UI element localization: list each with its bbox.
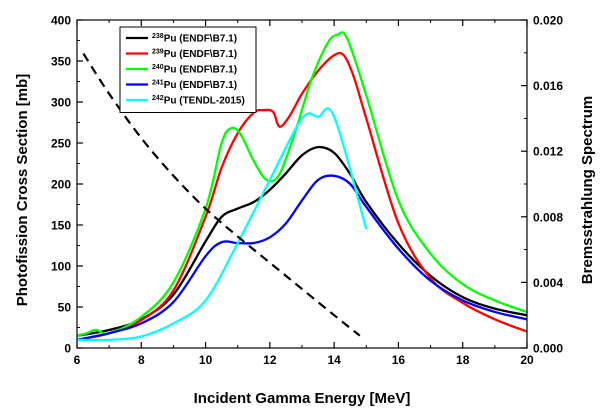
y-tick-label: 200 xyxy=(51,178,71,192)
legend-isotope-mass: 239 xyxy=(152,49,164,56)
legend-entry-pu241: 241Pu (ENDF\B7.1) xyxy=(152,80,237,92)
y-tick-label: 50 xyxy=(58,301,72,315)
y2-tick-label: 0.004 xyxy=(533,276,563,290)
x-axis-title: Incident Gamma Energy [MeV] xyxy=(194,390,411,407)
legend-label: Pu (ENDF\B7.1) xyxy=(164,49,237,60)
series-line-pu242 xyxy=(77,107,368,342)
y-tick-label: 350 xyxy=(51,55,71,69)
x-tick-label: 20 xyxy=(520,353,534,367)
legend-label: Pu (TENDL-2015) xyxy=(164,96,245,107)
legend-isotope-mass: 242 xyxy=(152,95,164,102)
legend-label: Pu (ENDF\B7.1) xyxy=(164,34,237,45)
x-tick-label: 14 xyxy=(327,353,341,367)
legend-entry-pu238: 238Pu (ENDF\B7.1) xyxy=(152,33,237,45)
legend-isotope-mass: 241 xyxy=(152,80,164,87)
series-line-pu241 xyxy=(77,174,527,341)
y-tick-label: 300 xyxy=(51,96,71,110)
x-tick-label: 16 xyxy=(392,353,406,367)
y-axis-title: Photofission Cross Section [mb] xyxy=(14,74,31,307)
y2-tick-label: 0.020 xyxy=(533,14,563,28)
axis-ticks: 6 8 10 12 14 16 18 200501001502002503003504000.… xyxy=(51,14,563,368)
legend-label: Pu (ENDF\B7.1) xyxy=(164,65,237,76)
y-tick-label: 100 xyxy=(51,260,71,274)
legend-isotope-mass: 240 xyxy=(152,64,164,71)
legend-entry-pu240: 240Pu (ENDF\B7.1) xyxy=(152,64,237,76)
y2-tick-label: 0.016 xyxy=(533,79,563,93)
legend-entry-pu239: 239Pu (ENDF\B7.1) xyxy=(152,49,237,61)
x-tick-label: 12 xyxy=(263,353,277,367)
y2-tick-label: 0.000 xyxy=(533,342,563,356)
series-lines xyxy=(77,31,527,342)
y2-tick-label: 0.008 xyxy=(533,210,563,224)
y-tick-label: 150 xyxy=(51,219,71,233)
y-tick-label: 400 xyxy=(51,14,71,28)
y2-axis-title: Bremsstrahlung Spectrum xyxy=(579,96,596,284)
y2-tick-label: 0.012 xyxy=(533,145,563,159)
x-tick-label: 6 xyxy=(74,353,81,367)
x-tick-label: 8 xyxy=(138,353,145,367)
series-line-pu240 xyxy=(77,31,527,337)
series-line-pu239 xyxy=(77,51,527,341)
x-tick-label: 10 xyxy=(199,353,213,367)
y-tick-label: 250 xyxy=(51,137,71,151)
legend-isotope-mass: 238 xyxy=(152,33,164,40)
legend-entry-pu242: 242Pu (TENDL-2015) xyxy=(152,95,245,107)
x-tick-label: 18 xyxy=(456,353,470,367)
legend: 238Pu (ENDF\B7.1)239Pu (ENDF\B7.1)240Pu … xyxy=(119,26,257,113)
y-tick-label: 0 xyxy=(64,342,71,356)
legend-label: Pu (ENDF\B7.1) xyxy=(164,80,237,91)
